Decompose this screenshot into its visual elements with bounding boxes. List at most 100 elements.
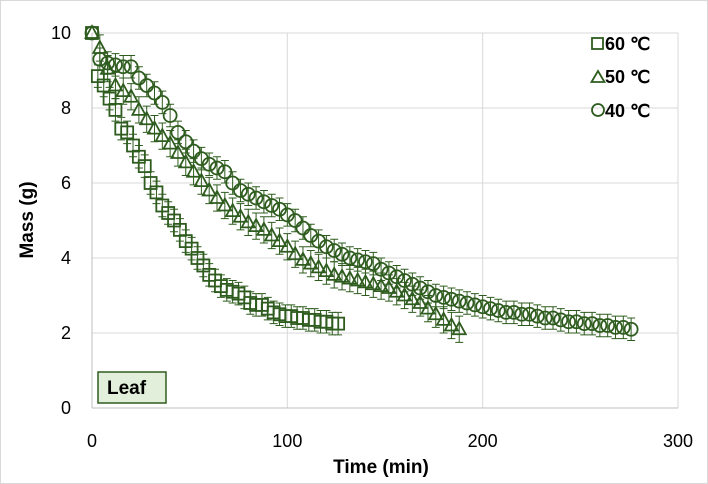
legend-circle-marker (591, 103, 605, 117)
y-tick-label: 4 (61, 248, 71, 268)
data-point-50c (427, 305, 444, 321)
data-point-60c (120, 125, 135, 140)
data-point-40c (326, 243, 342, 258)
data-point-50c (349, 271, 366, 287)
data-point-40c (217, 164, 233, 180)
data-point-50c (396, 286, 413, 302)
data-point-40c (420, 284, 436, 300)
data-point-40c (553, 312, 569, 328)
data-point-50c (232, 207, 249, 223)
data-point-40c (108, 57, 123, 73)
data-point-40c (115, 59, 131, 75)
data-point-40c (342, 250, 358, 266)
data-point-40c (139, 78, 155, 93)
data-point-50c (334, 267, 351, 283)
data-point-40c (170, 124, 186, 140)
data-point-50c (380, 279, 397, 294)
data-point-50c (326, 265, 343, 281)
data-point-50c (115, 82, 132, 98)
data-point-40c (537, 310, 553, 326)
legend-triangle-marker (589, 69, 607, 83)
x-tick-label: 200 (468, 431, 498, 451)
data-point-50c (201, 181, 218, 197)
data-point-40c (147, 85, 162, 101)
data-point-50c (169, 144, 186, 159)
data-point-40c (459, 295, 475, 311)
data-point-50c (107, 76, 124, 92)
data-point-50c (365, 275, 382, 291)
data-point-40c (248, 190, 264, 206)
data-point-40c (428, 288, 444, 303)
data-point-40c (490, 303, 506, 318)
data-point-50c (146, 119, 163, 135)
data-point-40c (608, 319, 623, 335)
data-point-50c (287, 245, 304, 261)
data-point-50c (123, 87, 140, 103)
data-point-40c (444, 291, 459, 307)
legend-label-50: 50 ℃ (605, 67, 650, 87)
data-point-50c (216, 196, 233, 212)
data-point-60c (331, 316, 346, 331)
data-point-40c (600, 318, 616, 333)
data-point-50c (357, 273, 374, 289)
data-point-50c (419, 299, 436, 315)
data-point-50c (271, 232, 288, 248)
data-point-40c (350, 252, 366, 268)
data-point-50c (302, 254, 319, 270)
data-point-60c (108, 102, 123, 117)
data-point-40c (209, 160, 225, 176)
data-point-50c (341, 269, 358, 285)
data-point-40c (623, 321, 639, 337)
data-point-50c (193, 172, 210, 188)
legend-square-marker (591, 37, 604, 50)
data-point-40c (389, 269, 405, 285)
data-point-50c (443, 316, 460, 332)
data-point-60c (96, 78, 111, 93)
data-point-40c (592, 318, 608, 333)
data-point-40c (397, 273, 412, 288)
data-point-40c (467, 297, 483, 313)
data-point-40c (498, 304, 514, 320)
data-point-40c (201, 156, 217, 172)
data-point-50c (248, 217, 265, 233)
data-point-40c (569, 314, 584, 330)
x-axis-title: Time (min) (333, 457, 429, 478)
x-tick-label: 100 (272, 431, 302, 451)
data-point-50c (310, 258, 327, 274)
data-point-40c (240, 186, 256, 202)
y-tick-label: 0 (61, 398, 71, 418)
data-point-50c (279, 237, 296, 253)
data-point-60c (137, 159, 152, 174)
data-point-40c (100, 55, 116, 71)
panel-label-box: Leaf (97, 371, 167, 404)
data-point-40c (264, 198, 280, 213)
data-point-40c (615, 319, 631, 335)
data-point-50c (435, 310, 452, 326)
data-point-40c (358, 254, 373, 270)
data-point-40c (514, 306, 530, 322)
data-point-40c (436, 289, 452, 305)
panel-label-background (97, 371, 167, 404)
data-point-40c (561, 314, 577, 330)
data-point-40c (451, 293, 467, 309)
data-point-50c (177, 153, 194, 169)
data-point-40c (334, 246, 350, 262)
data-point-40c (178, 134, 194, 150)
data-point-40c (506, 304, 522, 320)
data-point-40c (123, 59, 139, 75)
data-point-40c (233, 183, 248, 198)
data-point-50c (451, 320, 468, 336)
legend: 60 ℃ 50 ℃ 40 ℃ (589, 34, 650, 121)
data-point-50c (388, 282, 405, 298)
data-point-40c (373, 261, 389, 277)
y-tick-label: 2 (61, 323, 71, 343)
data-point-50c (240, 213, 257, 229)
data-point-40c (84, 25, 100, 41)
data-point-50c (138, 110, 155, 126)
tick-labels: 0 100 200 300 0 2 4 6 8 10 (51, 23, 693, 451)
y-tick-label: 6 (61, 173, 71, 193)
data-point-40c (412, 280, 428, 296)
data-point-40c (154, 94, 170, 110)
